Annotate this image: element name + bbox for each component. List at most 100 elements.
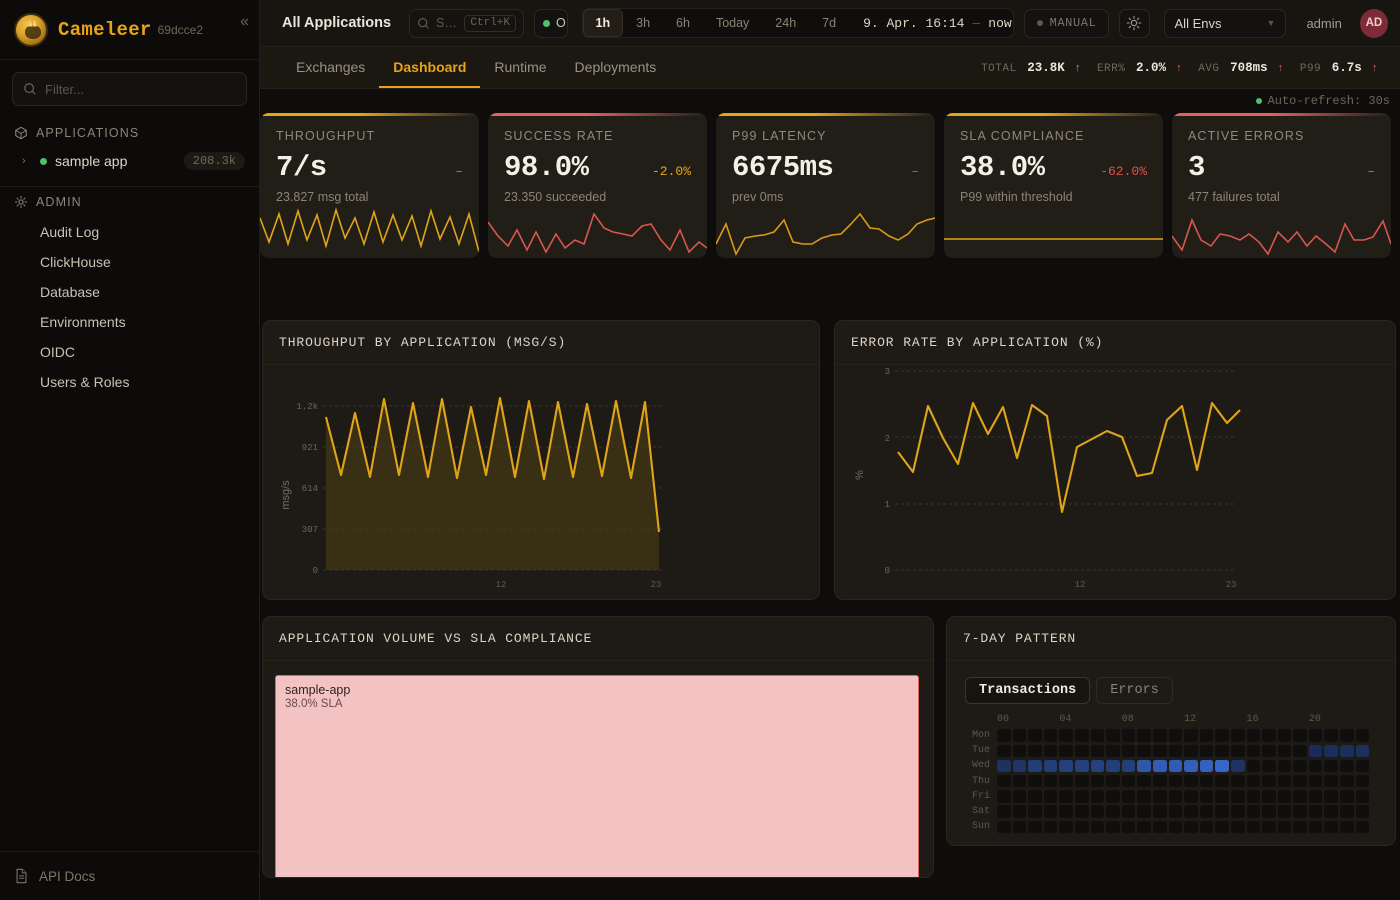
heatmap-cell[interactable] xyxy=(1012,729,1027,742)
heatmap-cell[interactable] xyxy=(1012,790,1027,803)
heatmap-cell[interactable] xyxy=(1215,790,1229,803)
heatmap-cell[interactable] xyxy=(1059,759,1073,773)
heatmap-cell[interactable] xyxy=(1277,820,1292,833)
heatmap-cell[interactable] xyxy=(1324,729,1339,742)
heatmap-cell[interactable] xyxy=(1355,729,1370,742)
heatmap-cell[interactable] xyxy=(1340,774,1354,788)
heatmap-cell[interactable] xyxy=(1293,820,1307,833)
heatmap-cell[interactable] xyxy=(1074,805,1089,818)
heatmap-cell[interactable] xyxy=(1090,774,1105,788)
range-24h[interactable]: 24h xyxy=(775,16,797,30)
heatmap-cell[interactable] xyxy=(1215,774,1229,788)
heatmap-cell[interactable] xyxy=(1293,729,1307,742)
heatmap-cell[interactable] xyxy=(1355,774,1370,788)
heatmap-cell[interactable] xyxy=(1121,820,1136,833)
heatmap-cell[interactable] xyxy=(1012,774,1027,788)
heatmap-cell[interactable] xyxy=(1324,774,1339,788)
heatmap-cell[interactable] xyxy=(1137,744,1151,757)
heatmap-cell[interactable] xyxy=(1028,774,1042,788)
heatmap-cell[interactable] xyxy=(1012,805,1027,818)
heatmap-cell[interactable] xyxy=(1168,774,1183,788)
heatmap-cell[interactable] xyxy=(1152,759,1167,773)
heatmap-cell[interactable] xyxy=(1262,774,1276,788)
collapse-sidebar-icon[interactable]: « xyxy=(240,13,249,30)
heatmap-cell[interactable] xyxy=(1012,820,1027,833)
heatmap-cell[interactable] xyxy=(1340,820,1354,833)
heatmap-cell[interactable] xyxy=(1059,774,1073,788)
heatmap-cell[interactable] xyxy=(1246,774,1261,788)
heatmap-cell[interactable] xyxy=(1106,790,1120,803)
heatmap-cell[interactable] xyxy=(1199,820,1214,833)
heatmap-cell[interactable] xyxy=(1184,820,1198,833)
heatmap-cell[interactable] xyxy=(1184,759,1198,773)
sidebar-item-oidc[interactable]: OIDC xyxy=(40,344,75,360)
heatmap-cell[interactable] xyxy=(1043,729,1058,742)
heatmap-cell[interactable] xyxy=(1012,759,1027,773)
heatmap-cell[interactable] xyxy=(1262,759,1276,773)
theme-toggle-button[interactable] xyxy=(1119,8,1150,38)
segment-transactions[interactable]: Transactions xyxy=(965,677,1091,704)
segment-errors[interactable]: Errors xyxy=(1096,677,1173,704)
heatmap-cell[interactable] xyxy=(1246,820,1261,833)
heatmap-cell[interactable] xyxy=(1121,805,1136,818)
heatmap-cell[interactable] xyxy=(1293,759,1307,773)
heatmap-cell[interactable] xyxy=(1137,759,1151,773)
heatmap-cell[interactable] xyxy=(1340,729,1354,742)
heatmap-cell[interactable] xyxy=(1199,729,1214,742)
heatmap-cell[interactable] xyxy=(1043,790,1058,803)
heatmap-cell[interactable] xyxy=(1121,744,1136,757)
heatmap-cell[interactable] xyxy=(1043,805,1058,818)
heatmap-cell[interactable] xyxy=(1152,729,1167,742)
heatmap-cell[interactable] xyxy=(1308,729,1323,742)
heatmap-cell[interactable] xyxy=(1308,774,1323,788)
tab-exchanges[interactable]: Exchanges xyxy=(296,59,366,75)
heatmap-cell[interactable] xyxy=(1277,805,1292,818)
kpi-card-success-rate[interactable]: SUCCESS RATE 98.0% -2.0% 23.350 succeede… xyxy=(488,113,707,258)
heatmap-cell[interactable] xyxy=(1308,820,1323,833)
heatmap-cell[interactable] xyxy=(1324,790,1339,803)
heatmap-cell[interactable] xyxy=(1340,790,1354,803)
heatmap-cell[interactable] xyxy=(1074,774,1089,788)
kpi-card-active-errors[interactable]: ACTIVE ERRORS 3 – 477 failures total xyxy=(1172,113,1391,258)
filter-box[interactable] xyxy=(12,72,247,106)
date-range-display[interactable]: 9. Apr. 16:14 — now xyxy=(849,9,1012,37)
environment-select[interactable]: All Envs ▼ xyxy=(1163,8,1287,38)
heatmap-cell[interactable] xyxy=(1152,774,1167,788)
heatmap-cell[interactable] xyxy=(1090,805,1105,818)
sidebar-item-users-roles[interactable]: Users & Roles xyxy=(40,374,130,390)
heatmap-cell[interactable] xyxy=(1137,774,1151,788)
heatmap-cell[interactable] xyxy=(1262,744,1276,757)
heatmap-cell[interactable] xyxy=(1059,744,1073,757)
heatmap-cell[interactable] xyxy=(1137,790,1151,803)
heatmap-cell[interactable] xyxy=(1199,744,1214,757)
heatmap-cell[interactable] xyxy=(1137,820,1151,833)
heatmap-cell[interactable] xyxy=(997,729,1011,742)
range-3h[interactable]: 3h xyxy=(636,16,651,30)
heatmap-cell[interactable] xyxy=(997,759,1011,773)
heatmap-cell[interactable] xyxy=(1199,790,1214,803)
heatmap-cell[interactable] xyxy=(1230,774,1245,788)
sidebar-item-environments[interactable]: Environments xyxy=(40,314,126,330)
heatmap-cell[interactable] xyxy=(1230,790,1245,803)
heatmap-cell[interactable] xyxy=(1090,759,1105,773)
heatmap-cell[interactable] xyxy=(1355,759,1370,773)
heatmap-cell[interactable] xyxy=(1043,759,1058,773)
heatmap-cell[interactable] xyxy=(1262,790,1276,803)
heatmap-cell[interactable] xyxy=(1324,759,1339,773)
heatmap-cell[interactable] xyxy=(1355,744,1370,757)
heatmap-cell[interactable] xyxy=(1121,790,1136,803)
heatmap-cell[interactable] xyxy=(997,820,1011,833)
tab-dashboard[interactable]: Dashboard xyxy=(379,47,481,88)
heatmap-cell[interactable] xyxy=(1028,729,1042,742)
heatmap-cell[interactable] xyxy=(1184,744,1198,757)
heatmap-cell[interactable] xyxy=(1215,759,1229,773)
sidebar-item-clickhouse[interactable]: ClickHouse xyxy=(40,254,111,270)
heatmap-cell[interactable] xyxy=(1215,744,1229,757)
heatmap-cell[interactable] xyxy=(1028,744,1042,757)
heatmap-cell[interactable] xyxy=(1308,790,1323,803)
range-7d[interactable]: 7d xyxy=(822,16,837,30)
heatmap-cell[interactable] xyxy=(1324,820,1339,833)
heatmap-cell[interactable] xyxy=(1355,820,1370,833)
heatmap-cell[interactable] xyxy=(1215,805,1229,818)
heatmap-cell[interactable] xyxy=(1324,744,1339,757)
